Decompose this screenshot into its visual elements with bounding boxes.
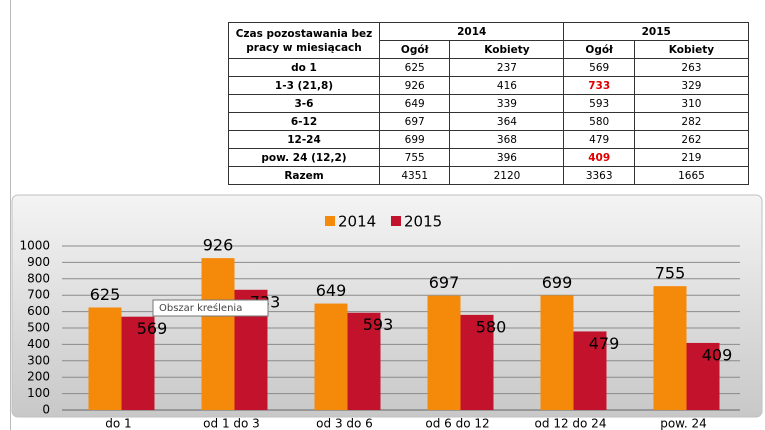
table-cell: 580 <box>563 112 635 131</box>
table-cell: Czas pozostawania bez pracy w miesiącach <box>228 22 380 59</box>
table-cell: Razem <box>228 166 380 185</box>
data-label: 593 <box>363 315 394 334</box>
tooltip-text: Obszar kreślenia <box>159 302 242 314</box>
data-label: 569 <box>137 319 168 338</box>
x-tick-label: pow. 24 <box>660 417 707 430</box>
bar <box>121 316 155 410</box>
x-tick-label: od 12 do 24 <box>535 417 607 430</box>
table-cell: 4351 <box>378 166 451 185</box>
bar <box>314 303 348 410</box>
legend-swatch <box>325 216 335 226</box>
y-tick-label: 300 <box>27 353 50 367</box>
x-tick-label: do 1 <box>105 417 131 430</box>
y-tick-label: 0 <box>42 403 50 417</box>
table-cell: 479 <box>563 130 635 149</box>
table-cell: 416 <box>449 76 565 95</box>
table-cell: 1665 <box>633 166 750 185</box>
y-tick-label: 100 <box>27 386 50 400</box>
bar <box>686 342 720 410</box>
x-tick-label: od 6 do 12 <box>425 417 489 430</box>
data-label: 926 <box>203 236 234 255</box>
tooltip-box <box>152 299 269 317</box>
y-tick-label: 400 <box>27 337 50 351</box>
table-cell: 733 <box>563 76 635 95</box>
y-tick-label: 800 <box>27 271 50 285</box>
data-label: 699 <box>542 273 573 292</box>
data-table: Czas pozostawania bez pracy w miesiącach… <box>228 22 750 185</box>
y-tick-label: 600 <box>27 304 50 318</box>
bar <box>540 295 574 410</box>
bar <box>347 312 381 410</box>
table-row: Razem 4351 2120 3363 1665 <box>228 166 750 185</box>
table-row: pow. 24 (12,2) 755 396 409 219 <box>228 148 750 167</box>
table-cell: 697 <box>378 112 451 131</box>
y-tick-label: 1000 <box>19 239 50 253</box>
data-label: 625 <box>90 285 121 304</box>
bar <box>201 258 235 410</box>
data-label: 649 <box>316 281 347 300</box>
y-tick-label: 200 <box>27 370 50 384</box>
table-cell: 569 <box>563 58 635 77</box>
legend-swatch <box>391 216 401 226</box>
data-label: 697 <box>429 273 460 292</box>
y-tick-label: 700 <box>27 288 50 302</box>
table-cell: 409 <box>563 148 635 167</box>
table-cell: 12-24 <box>228 130 380 149</box>
table-cell: 368 <box>449 130 565 149</box>
legend-label: 2014 <box>338 213 376 231</box>
table-row: 6-12 697 364 580 282 <box>228 112 750 131</box>
y-tick-label: 500 <box>27 321 50 335</box>
page-edge <box>10 0 11 430</box>
bar <box>88 307 122 410</box>
data-label: 409 <box>702 345 733 364</box>
table-row: do 1 625 237 569 263 <box>228 58 750 77</box>
bar <box>573 331 607 410</box>
table-cell: 3363 <box>563 166 635 185</box>
data-label: 755 <box>655 264 686 283</box>
table-row: 12-24 699 368 479 262 <box>228 130 750 149</box>
data-label: 479 <box>589 334 620 353</box>
table-cell: 625 <box>378 58 451 77</box>
data-label: 580 <box>476 317 507 336</box>
x-tick-label: od 3 do 6 <box>316 417 373 430</box>
bar <box>460 314 494 410</box>
x-tick-label: od 1 do 3 <box>203 417 260 430</box>
bar <box>427 295 461 410</box>
legend-label: 2015 <box>404 213 442 231</box>
y-tick-label: 900 <box>27 255 50 269</box>
bar <box>653 286 687 410</box>
